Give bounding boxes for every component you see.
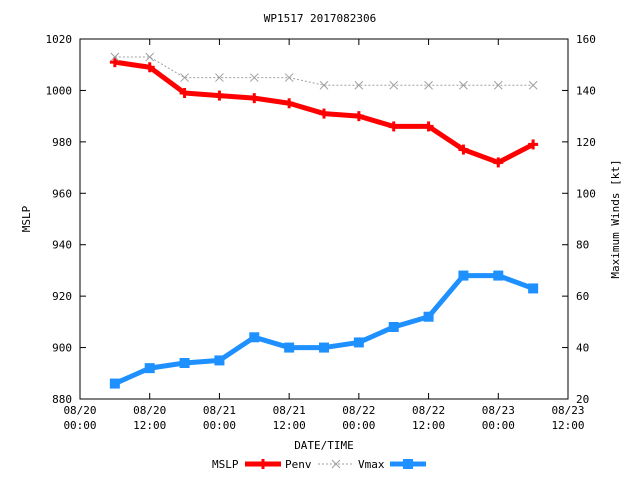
chart-title: WP1517 2017082306 bbox=[264, 12, 377, 25]
y-left-tick-label: 900 bbox=[52, 342, 72, 355]
right-y-axis-label: Maximum Winds [kt] bbox=[609, 159, 622, 278]
data-point bbox=[284, 73, 294, 82]
data-point bbox=[389, 80, 399, 90]
data-point bbox=[249, 73, 259, 82]
data-point bbox=[528, 80, 538, 90]
x-tick-label: 08/20 bbox=[133, 404, 166, 417]
y-left-tick-label: 880 bbox=[52, 393, 72, 406]
x-tick-label: 08/20 bbox=[63, 404, 96, 417]
x-tick-label-time: 12:00 bbox=[133, 419, 166, 432]
x-tick-label: 08/23 bbox=[551, 404, 584, 417]
data-point bbox=[423, 311, 434, 322]
left-y-axis-label: MSLP bbox=[20, 205, 33, 232]
data-point bbox=[110, 52, 120, 62]
x-axis-label: DATE/TIME bbox=[294, 439, 354, 452]
legend-swatch bbox=[390, 459, 426, 469]
data-point bbox=[144, 363, 155, 374]
data-point bbox=[388, 322, 399, 332]
legend: MSLP Penv Vmax bbox=[212, 458, 426, 471]
x-tick-label-time: 00:00 bbox=[203, 419, 236, 432]
y-right-tick-label: 20 bbox=[576, 393, 589, 406]
legend-label: Penv bbox=[285, 458, 312, 471]
data-point bbox=[319, 342, 329, 353]
y-left-tick-label: 980 bbox=[52, 136, 72, 149]
x-tick-label: 08/23 bbox=[482, 404, 515, 417]
y-left-tick-label: 960 bbox=[52, 187, 72, 200]
data-point bbox=[249, 332, 260, 343]
plot-frame bbox=[79, 38, 569, 400]
legend-swatch bbox=[245, 459, 281, 469]
x-tick-label-time: 12:00 bbox=[551, 419, 584, 432]
data-point bbox=[145, 52, 155, 62]
data-point bbox=[353, 337, 364, 348]
series-penv bbox=[109, 57, 539, 168]
x-tick-label-time: 12:00 bbox=[273, 419, 306, 432]
y-left-tick-label: 1000 bbox=[46, 84, 73, 97]
x-tick-label-time: 00:00 bbox=[342, 419, 375, 432]
series-line bbox=[114, 56, 534, 86]
data-point bbox=[424, 80, 433, 90]
legend-swatch-marker bbox=[331, 459, 341, 469]
x-tick-label: 08/22 bbox=[342, 404, 375, 417]
legend-label: Vmax bbox=[358, 458, 385, 471]
x-tick-label: 08/22 bbox=[412, 404, 445, 417]
legend-swatch-marker bbox=[403, 459, 413, 469]
series-layer bbox=[109, 52, 539, 389]
x-tick-label: 08/21 bbox=[203, 404, 236, 417]
series-line bbox=[113, 273, 535, 386]
y-right-tick-label: 120 bbox=[576, 136, 596, 149]
y-right-tick-label: 140 bbox=[576, 84, 596, 97]
y-right-tick-label: 40 bbox=[576, 342, 589, 355]
right-y-axis: 20 40 60 80 100 120 140 160 bbox=[562, 33, 596, 406]
x-tick-label-time: 12:00 bbox=[412, 419, 445, 432]
y-left-tick-label: 940 bbox=[52, 239, 72, 252]
y-right-tick-label: 160 bbox=[576, 33, 596, 46]
data-point bbox=[284, 342, 295, 353]
left-y-axis: 880 900 920 940 960 980 1000 1020 bbox=[46, 33, 86, 406]
x-tick-label: 08/21 bbox=[273, 404, 306, 417]
y-right-tick-label: 80 bbox=[576, 239, 589, 252]
data-point bbox=[528, 283, 539, 294]
data-point bbox=[493, 80, 503, 90]
y-left-tick-label: 1020 bbox=[46, 33, 73, 46]
data-point bbox=[215, 73, 224, 82]
x-tick-label-time: 00:00 bbox=[63, 419, 96, 432]
data-point bbox=[354, 80, 364, 90]
data-point bbox=[109, 378, 120, 389]
x-tick-label-time: 00:00 bbox=[482, 419, 515, 432]
data-point bbox=[459, 80, 468, 90]
series-vmax bbox=[110, 52, 538, 90]
y-left-tick-label: 920 bbox=[52, 290, 72, 303]
y-right-tick-label: 100 bbox=[576, 187, 596, 200]
y-right-tick-label: 60 bbox=[576, 290, 589, 303]
data-point bbox=[179, 358, 190, 368]
x-axis: 08/20 00:00 08/20 12:00 08/21 00:00 08/21 12:00… bbox=[63, 39, 585, 432]
data-point bbox=[214, 355, 225, 366]
data-point bbox=[493, 270, 504, 281]
data-point bbox=[180, 73, 189, 82]
data-point bbox=[319, 80, 329, 90]
legend-label: MSLP bbox=[212, 458, 239, 471]
legend-swatch bbox=[318, 459, 354, 469]
data-point bbox=[458, 270, 469, 281]
series-winds bbox=[109, 270, 539, 389]
